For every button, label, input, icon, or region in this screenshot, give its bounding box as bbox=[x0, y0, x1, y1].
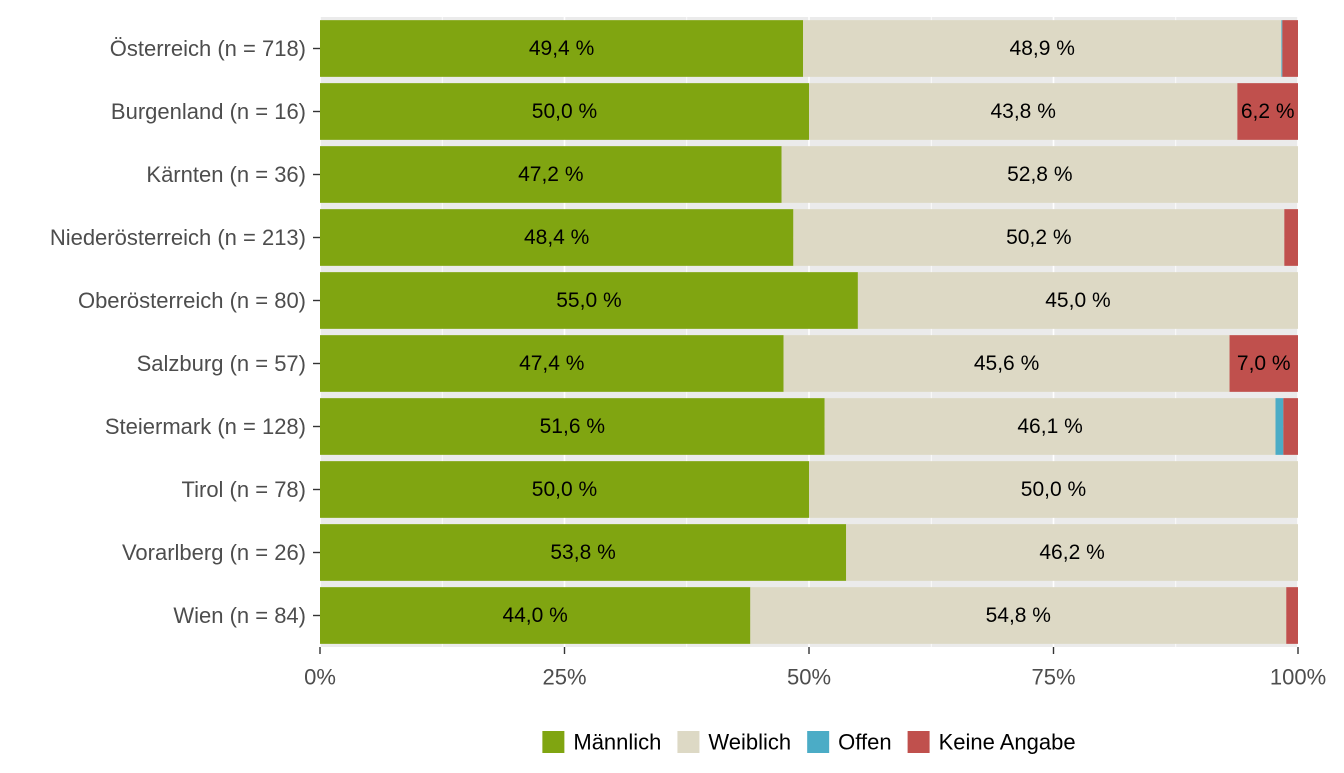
data-label: 7,0 % bbox=[1237, 352, 1291, 375]
y-tick-label: Vorarlberg (n = 26) bbox=[122, 540, 306, 565]
data-label: 53,8 % bbox=[550, 541, 615, 564]
data-label: 48,9 % bbox=[1010, 37, 1075, 60]
bar-segment-weiblich bbox=[809, 461, 1298, 518]
bar-segment-keine-angabe bbox=[1283, 398, 1298, 455]
y-tick-label: Burgenland (n = 16) bbox=[111, 99, 306, 124]
bar-segment-keine-angabe bbox=[1282, 20, 1298, 77]
bar-segment-männlich bbox=[320, 146, 782, 203]
x-tick-label: 0% bbox=[304, 665, 336, 690]
bar-segment-männlich bbox=[320, 209, 794, 266]
data-label: 55,0 % bbox=[556, 289, 621, 312]
data-label: 45,0 % bbox=[1045, 289, 1110, 312]
data-label: 50,0 % bbox=[532, 100, 597, 123]
data-label: 47,2 % bbox=[518, 163, 583, 186]
y-tick-label: Oberösterreich (n = 80) bbox=[78, 288, 306, 313]
bar-segment-keine-angabe bbox=[1237, 83, 1298, 140]
bar-segment-weiblich bbox=[783, 335, 1230, 392]
legend-label: Offen bbox=[838, 730, 891, 755]
data-label: 52,8 % bbox=[1007, 163, 1072, 186]
x-axis-ticks: 0% 25% 50% 75% 100% bbox=[304, 647, 1326, 690]
bar-segment-weiblich bbox=[824, 398, 1276, 455]
data-label: 50,2 % bbox=[1006, 226, 1071, 249]
legend: Männlich Weiblich Offen Keine Angabe bbox=[542, 730, 1076, 755]
y-tick-label: Wien (n = 84) bbox=[173, 603, 306, 628]
y-tick-label: Österreich (n = 718) bbox=[110, 36, 306, 61]
bar-segment-männlich bbox=[320, 587, 751, 644]
data-label: 54,8 % bbox=[986, 604, 1051, 627]
x-tick-label: 75% bbox=[1031, 665, 1075, 690]
bar-segment-keine-angabe bbox=[1286, 587, 1298, 644]
y-axis-categories: Österreich (n = 718) Burgenland (n = 16) K… bbox=[50, 36, 320, 628]
bar-segment-männlich bbox=[320, 398, 825, 455]
legend-label: Weiblich bbox=[708, 730, 791, 755]
x-tick-label: 100% bbox=[1270, 665, 1326, 690]
bar-segment-keine-angabe bbox=[1229, 335, 1298, 392]
data-label: 46,1 % bbox=[1017, 415, 1082, 438]
bar-segment-offen bbox=[1281, 20, 1283, 77]
bar-segment-weiblich bbox=[803, 20, 1282, 77]
legend-swatch bbox=[807, 731, 830, 753]
data-label: 48,4 % bbox=[524, 226, 589, 249]
data-label: 44,0 % bbox=[502, 604, 567, 627]
bar-segment-weiblich bbox=[809, 83, 1238, 140]
legend-label: Keine Angabe bbox=[939, 730, 1076, 755]
x-tick-label: 25% bbox=[542, 665, 586, 690]
bars bbox=[320, 20, 1298, 644]
data-label: 50,0 % bbox=[1021, 478, 1086, 501]
data-label: 49,4 % bbox=[529, 37, 594, 60]
data-label: 45,6 % bbox=[974, 352, 1039, 375]
bar-segment-weiblich bbox=[857, 272, 1298, 329]
x-tick-label: 50% bbox=[787, 665, 831, 690]
data-label: 46,2 % bbox=[1039, 541, 1104, 564]
bar-segment-weiblich bbox=[846, 524, 1298, 581]
bar-segment-männlich bbox=[320, 335, 784, 392]
y-tick-label: Kärnten (n = 36) bbox=[146, 162, 306, 187]
y-tick-label: Niederösterreich (n = 213) bbox=[50, 225, 306, 250]
y-tick-label: Tirol (n = 78) bbox=[181, 477, 306, 502]
bar-segment-männlich bbox=[320, 83, 809, 140]
bar-segment-männlich bbox=[320, 524, 847, 581]
data-label: 43,8 % bbox=[990, 100, 1055, 123]
bar-segment-männlich bbox=[320, 461, 809, 518]
bar-segment-weiblich bbox=[781, 146, 1298, 203]
data-label: 6,2 % bbox=[1241, 100, 1295, 123]
y-tick-label: Salzburg (n = 57) bbox=[137, 351, 306, 376]
legend-label: Männlich bbox=[573, 730, 661, 755]
bar-segment-keine-angabe bbox=[1284, 209, 1298, 266]
legend-swatch bbox=[907, 731, 930, 753]
data-labels: 49,4 % 48,9 % 50,0 % 43,8 % 6,2 % 47,2 % 52,8 … bbox=[502, 37, 1294, 627]
data-label: 51,6 % bbox=[540, 415, 605, 438]
bar-segment-männlich bbox=[320, 272, 858, 329]
bar-segment-weiblich bbox=[750, 587, 1287, 644]
bar-segment-männlich bbox=[320, 20, 804, 77]
bar-segment-weiblich bbox=[793, 209, 1285, 266]
y-tick-label: Steiermark (n = 128) bbox=[105, 414, 306, 439]
legend-swatch bbox=[677, 731, 700, 753]
legend-swatch bbox=[542, 731, 565, 753]
data-label: 50,0 % bbox=[532, 478, 597, 501]
data-label: 47,4 % bbox=[519, 352, 584, 375]
bar-segment-offen bbox=[1275, 398, 1284, 455]
